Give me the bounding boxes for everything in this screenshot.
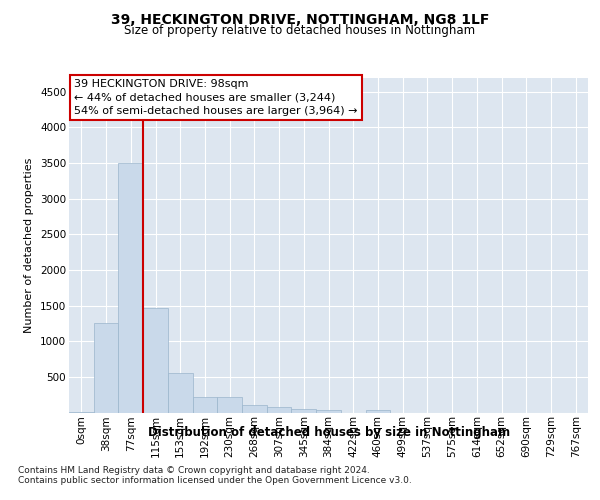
Text: Contains public sector information licensed under the Open Government Licence v3: Contains public sector information licen… <box>18 476 412 485</box>
Bar <box>267 407 292 412</box>
Bar <box>217 397 242 412</box>
Text: Distribution of detached houses by size in Nottingham: Distribution of detached houses by size … <box>148 426 510 439</box>
Text: 39, HECKINGTON DRIVE, NOTTINGHAM, NG8 1LF: 39, HECKINGTON DRIVE, NOTTINGHAM, NG8 1L… <box>111 12 489 26</box>
Bar <box>292 410 316 412</box>
Text: Contains HM Land Registry data © Crown copyright and database right 2024.: Contains HM Land Registry data © Crown c… <box>18 466 370 475</box>
Bar <box>94 322 118 412</box>
Bar <box>168 372 193 412</box>
Y-axis label: Number of detached properties: Number of detached properties <box>25 158 34 332</box>
Bar <box>365 410 390 412</box>
Bar <box>242 404 267 412</box>
Bar <box>143 308 168 412</box>
Bar <box>118 163 143 412</box>
Bar <box>193 397 217 412</box>
Text: Size of property relative to detached houses in Nottingham: Size of property relative to detached ho… <box>124 24 476 37</box>
Bar <box>316 410 341 412</box>
Text: 39 HECKINGTON DRIVE: 98sqm
← 44% of detached houses are smaller (3,244)
54% of s: 39 HECKINGTON DRIVE: 98sqm ← 44% of deta… <box>74 79 358 116</box>
